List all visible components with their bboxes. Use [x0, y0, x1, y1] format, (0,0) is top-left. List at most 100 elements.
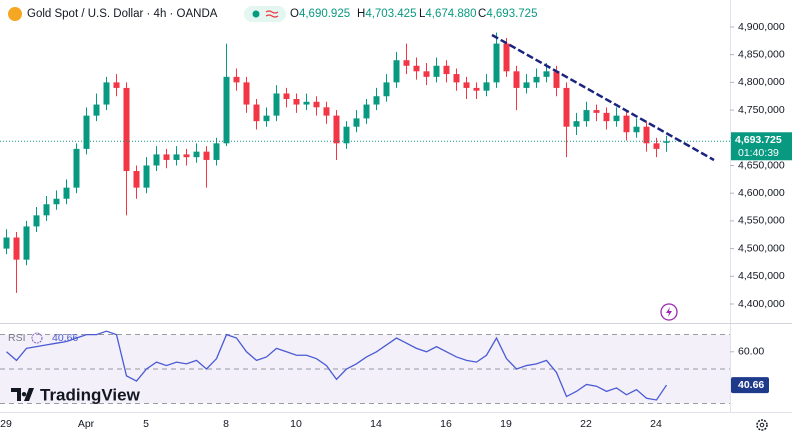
candle-body [303, 101, 310, 105]
candle-body [233, 76, 240, 83]
candle-body [53, 198, 60, 205]
ohlc-high: H4,703.425 [357, 8, 416, 20]
status-pill[interactable] [244, 6, 286, 22]
candle-body [643, 126, 650, 144]
candle-body [183, 154, 190, 158]
candle-body [313, 101, 320, 108]
candle-body [173, 154, 180, 160]
candle-body [283, 93, 290, 100]
symbol-title[interactable]: Gold Spot / U.S. Dollar · 4h · OANDA [27, 8, 218, 20]
candle-body [383, 82, 390, 97]
watermark-logo [11, 388, 34, 401]
candle-body [73, 148, 80, 188]
candle-body [493, 43, 500, 83]
candle-body [413, 65, 420, 72]
settings-button[interactable] [756, 419, 768, 431]
candle-body [23, 226, 30, 260]
y-tick-label: 60.00 [738, 346, 764, 358]
x-tick-label: 10 [290, 418, 302, 430]
candle-body [83, 115, 90, 149]
candle-body [353, 118, 360, 127]
ohlc-close: C4,693.725 [478, 8, 537, 20]
candle-body [373, 96, 380, 105]
watermark: TradingView [40, 385, 141, 404]
candle-body [253, 104, 260, 122]
rsi-value-box [731, 377, 769, 394]
candle-body [433, 65, 440, 77]
y-tick-label: 4,650,000 [738, 159, 785, 171]
alert-icon [666, 307, 672, 317]
y-tick-label: 4,500,000 [738, 242, 785, 254]
rsi-value-label: 40.66 [738, 379, 764, 391]
candle-body [623, 115, 630, 133]
candle-body [193, 151, 200, 158]
ohlc-open: O4,690.925 [290, 8, 350, 20]
y-tick-label: 4,750,000 [738, 104, 785, 116]
x-tick-label: 5 [143, 418, 149, 430]
candle-body [573, 121, 580, 127]
candle-body [603, 112, 610, 122]
candle-body [403, 60, 410, 66]
candle-body [263, 115, 270, 122]
candle-body [33, 215, 40, 227]
candle-body [273, 93, 280, 116]
candle-body [393, 60, 400, 83]
y-tick-label: 4,550,000 [738, 215, 785, 227]
candle-body [423, 71, 430, 77]
countdown: 01:40:39 [738, 147, 779, 159]
ohlc-key: L [419, 8, 426, 20]
candle-body [203, 151, 210, 160]
candle-body [293, 99, 300, 105]
ohlc-value: 4,693.725 [486, 8, 537, 20]
candle-body [503, 43, 510, 72]
candle-body [533, 76, 540, 83]
trendline[interactable] [491, 33, 715, 162]
ohlc-key: O [290, 8, 299, 20]
y-tick-label: 4,850,000 [738, 48, 785, 60]
y-tick-label: 4,450,000 [738, 270, 785, 282]
candle-body [613, 115, 620, 122]
x-tick-label: 16 [440, 418, 452, 430]
candle-body [473, 87, 480, 91]
candle-body [663, 141, 670, 143]
candle-body [123, 87, 130, 172]
ohlc-key: H [357, 8, 365, 20]
candle-body [13, 237, 20, 260]
x-tick-label: 29 [0, 418, 12, 430]
x-tick-label: 24 [650, 418, 662, 430]
candle-body [343, 126, 350, 144]
ohlc-value: 4,703.425 [365, 8, 416, 20]
y-tick-label: 4,800,000 [738, 76, 785, 88]
x-tick-label: 19 [500, 418, 512, 430]
ohlc-key: C [478, 8, 486, 20]
candle-body [453, 74, 460, 83]
candle-body [633, 126, 640, 133]
candle-body [563, 87, 570, 127]
candle-body [213, 143, 220, 160]
candle-body [483, 82, 490, 91]
candle-body [333, 115, 340, 144]
candle-body [553, 71, 560, 88]
candle-body [513, 71, 520, 88]
candle-body [63, 187, 70, 199]
y-tick-label: 4,600,000 [738, 187, 785, 199]
candle-body [443, 65, 450, 75]
rsi-legend-value: 40.66 [52, 332, 78, 344]
candle-body [653, 143, 660, 149]
x-tick-label: 22 [580, 418, 592, 430]
candle-body [103, 82, 110, 105]
y-tick-label: 4,400,000 [738, 298, 785, 310]
candle-body [153, 154, 160, 166]
x-tick-label: Apr [78, 418, 95, 430]
candle-body [523, 82, 530, 88]
candle-body [93, 104, 100, 116]
candle-body [143, 165, 150, 188]
candle-body [463, 82, 470, 88]
symbol-icon[interactable] [8, 7, 22, 21]
candle-body [163, 154, 170, 160]
candle-body [133, 171, 140, 188]
rsi-line [6, 330, 668, 401]
ohlc-value: 4,674.880 [425, 8, 476, 20]
